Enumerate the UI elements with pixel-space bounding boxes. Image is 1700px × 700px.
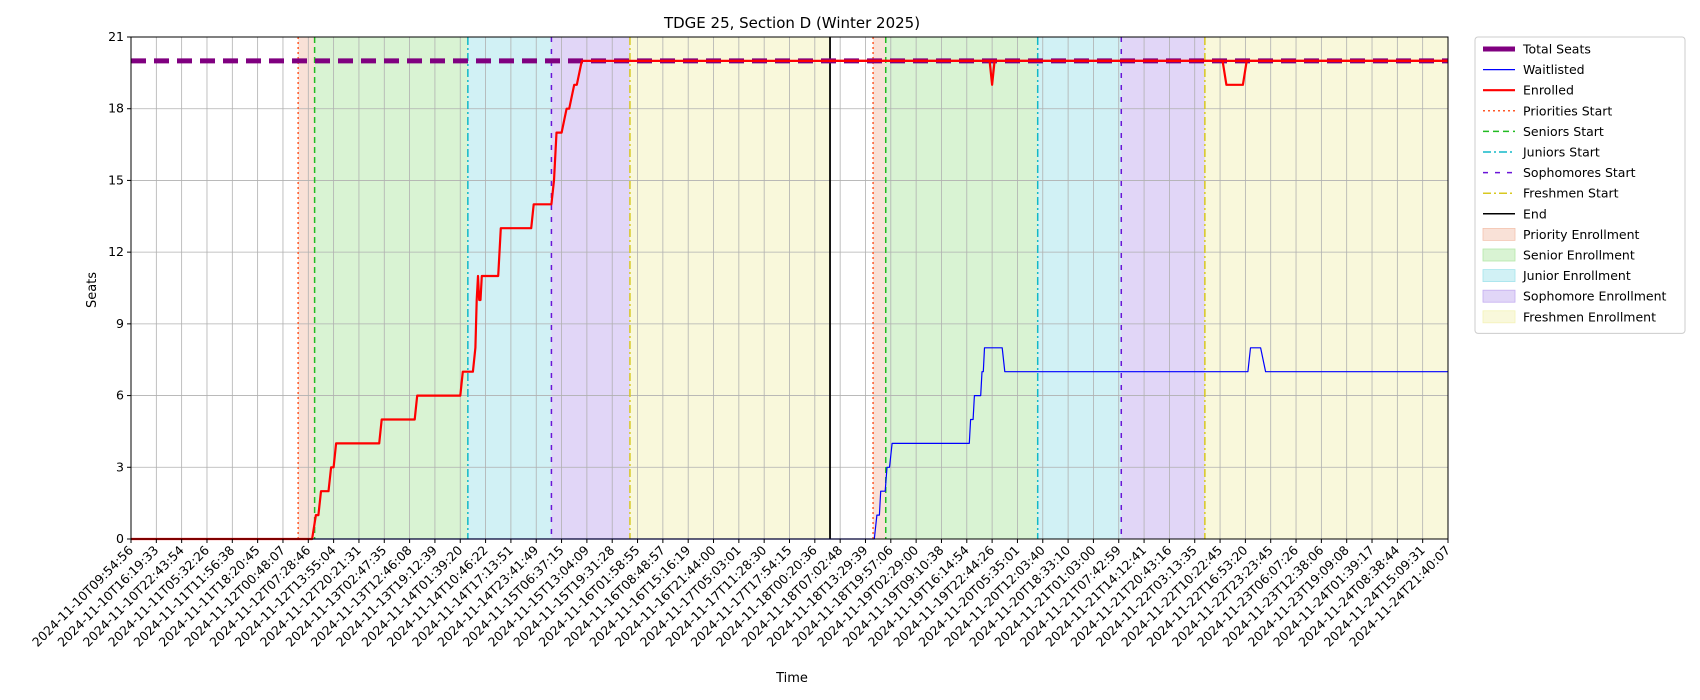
phase-band-1	[314, 37, 468, 539]
legend-swatch-junior-enrollment	[1482, 269, 1516, 283]
chart-title: TDGE 25, Section D (Winter 2025)	[663, 14, 920, 32]
x-axis-ticks: 2024-11-10T09:54:562024-11-10T16:19:3320…	[29, 539, 1453, 650]
legend-label-freshmen-enrollment: Freshmen Enrollment	[1523, 309, 1656, 324]
plot-area	[130, 36, 1449, 541]
phase-band-8	[1121, 37, 1205, 539]
y-tick-label-6: 18	[108, 101, 124, 116]
y-tick-label-3: 9	[116, 316, 124, 331]
chart-legend: Total Seats Waitlisted Enrolled Priorities …	[1474, 36, 1686, 334]
legend-label-end: End	[1523, 206, 1547, 221]
legend-label-priority-enrollment: Priority Enrollment	[1523, 227, 1640, 242]
legend-label-total-seats: Total Seats	[1522, 42, 1591, 57]
legend-swatch-priority-enrollment	[1482, 227, 1516, 241]
y-tick-label-7: 21	[108, 29, 124, 44]
x-axis-label: Time	[775, 671, 808, 686]
phase-band-0	[298, 37, 315, 539]
legend-swatch-freshmen-enrollment	[1482, 310, 1516, 324]
legend-label-waitlisted: Waitlisted	[1523, 62, 1585, 77]
series-waitlisted	[131, 347, 1448, 540]
legend-label-senior-enrollment: Senior Enrollment	[1523, 248, 1635, 263]
phase-band-6	[885, 37, 1038, 539]
legend-frame	[1474, 36, 1686, 334]
legend-label-sophomores-start: Sophomores Start	[1523, 165, 1636, 180]
y-tick-label-5: 15	[108, 172, 124, 187]
legend-label-seniors-start: Seniors Start	[1523, 124, 1604, 139]
legend-label-priorities-start: Priorities Start	[1523, 103, 1612, 118]
y-axis-label: Seats	[85, 272, 100, 308]
legend-swatch-senior-enrollment	[1482, 248, 1516, 262]
y-tick-label-4: 12	[108, 244, 124, 259]
phase-band-9	[1204, 37, 1448, 539]
y-tick-label-1: 3	[116, 459, 124, 474]
phase-band-5	[873, 37, 886, 539]
y-axis-ticks: 0 3 6 9 12 15 18 21	[108, 29, 131, 546]
phase-band-4	[629, 37, 831, 539]
series-enrolled-winter-dip	[830, 59, 1448, 86]
y-tick-label-0: 0	[116, 531, 124, 546]
legend-label-freshmen-start: Freshmen Start	[1523, 186, 1619, 201]
series-enrolled	[131, 59, 1448, 541]
legend-swatch-sophomore-enrollment	[1482, 289, 1516, 303]
phase-band-7	[1037, 37, 1122, 539]
legend-label-sophomore-enrollment: Sophomore Enrollment	[1523, 289, 1667, 304]
y-tick-label-2: 6	[116, 388, 124, 403]
legend-label-junior-enrollment: Junior Enrollment	[1522, 268, 1631, 283]
legend-label-enrolled: Enrolled	[1523, 83, 1574, 98]
phase-band-3	[551, 37, 630, 539]
legend-label-juniors-start: Juniors Start	[1522, 145, 1600, 160]
